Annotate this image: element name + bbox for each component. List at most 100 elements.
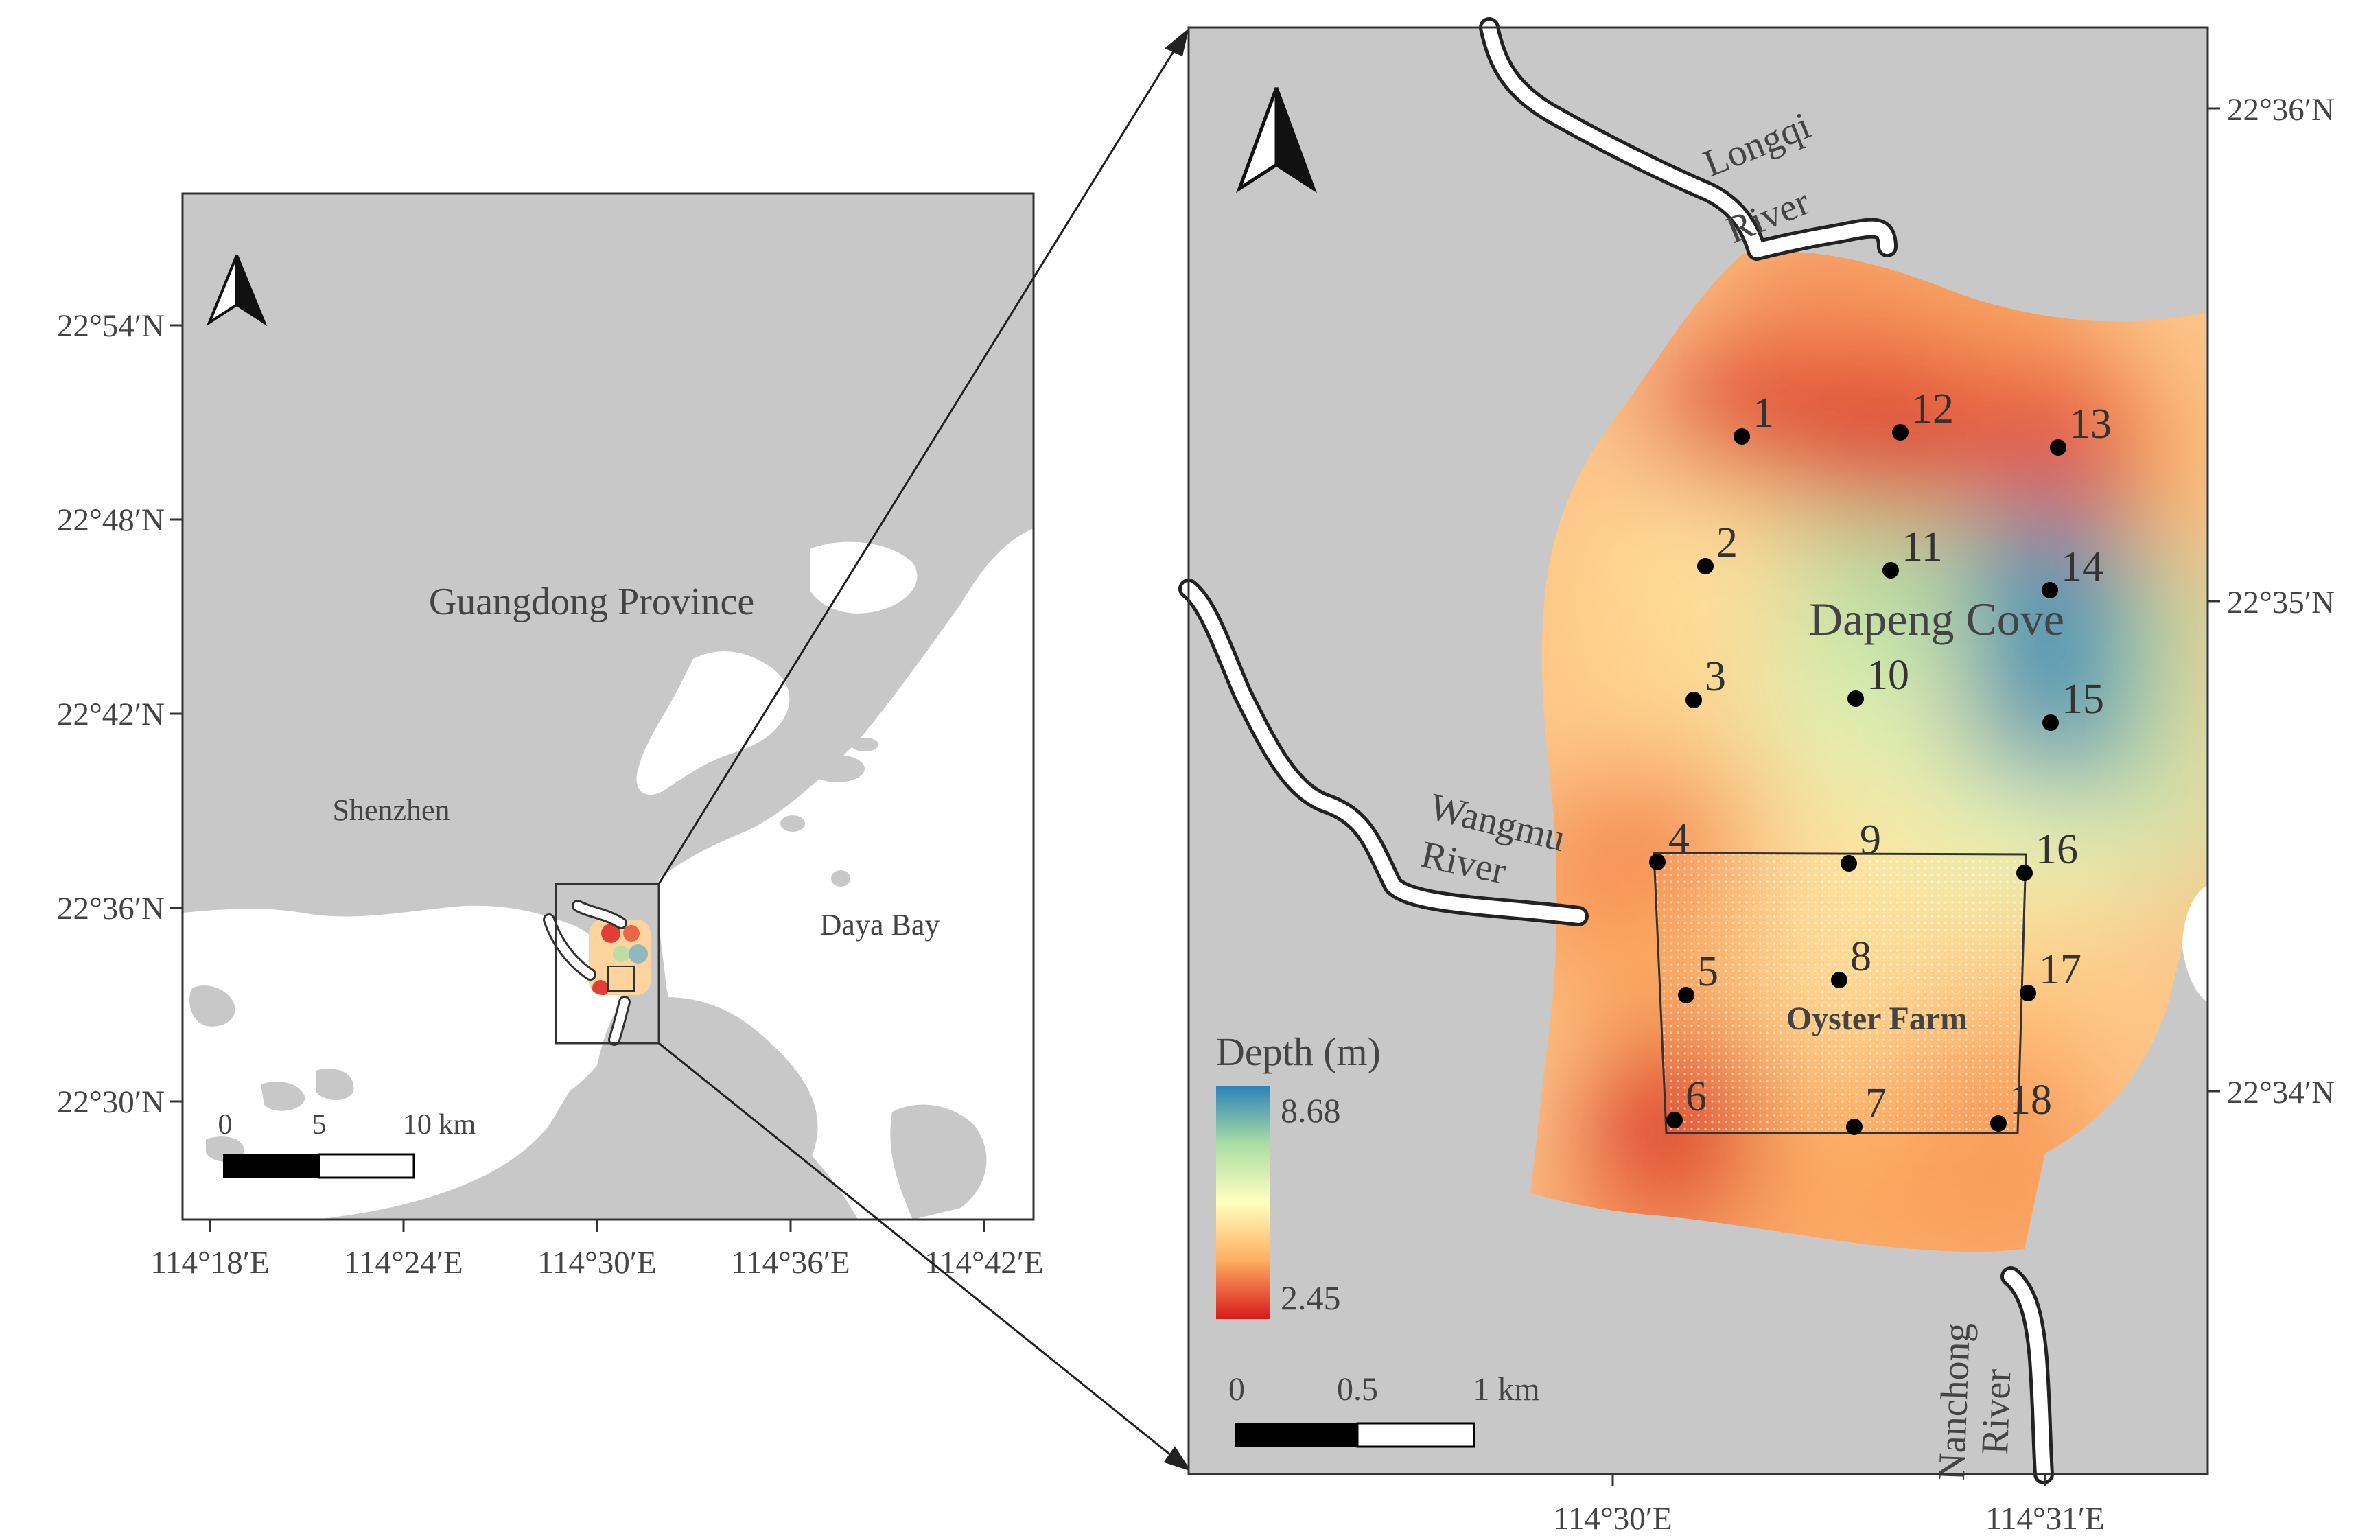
legend-colorbar (1216, 1086, 1270, 1319)
island (764, 787, 780, 798)
scale-bar-white (1356, 1422, 1475, 1448)
station-marker-17 (2020, 985, 2036, 1001)
scale-label-05: 0.5 (1337, 1371, 1378, 1408)
station-marker-6 (1666, 1112, 1683, 1128)
station-label-8: 8 (1850, 933, 1871, 980)
arrowhead-top (1165, 28, 1189, 57)
y-tick-label: 22°36′N (57, 891, 165, 926)
station-label-11: 11 (1902, 524, 1943, 570)
overview-river (574, 902, 625, 927)
y-tick-label: 22°54′N (57, 308, 165, 344)
detail-y-axis: 22°36′N 22°35′N 22°34′N (2208, 92, 2335, 1110)
scale-label-10km: 10 km (403, 1109, 476, 1141)
x-tick-label: 114°18′E (150, 1245, 270, 1281)
detail-scale-bar: 0 0.5 1 km (1228, 1371, 1540, 1448)
legend-max-label: 8.68 (1281, 1091, 1341, 1130)
detail-north-arrow-icon (1236, 87, 1317, 194)
island (780, 815, 805, 832)
station-label-12: 12 (1911, 386, 1954, 432)
station-label-4: 4 (1668, 815, 1690, 862)
dapeng-cove-label: Dapeng Cove (1809, 593, 2064, 645)
overview-x-axis: 114°18′E 114°24′E 114°30′E 114°36′E 114°… (150, 1220, 1044, 1281)
island (831, 870, 850, 887)
station-marker-11 (1882, 562, 1899, 579)
overview-inlet (636, 651, 790, 795)
connector-line-bottom (658, 1042, 1180, 1463)
station-marker-12 (1892, 424, 1909, 441)
station-label-18: 18 (2009, 1077, 2052, 1123)
station-label-10: 10 (1867, 652, 1909, 699)
station-marker-4 (1649, 854, 1666, 870)
arrowhead-bottom (1163, 1446, 1191, 1471)
daya-bay-label: Daya Bay (820, 908, 940, 942)
overview-left-islands (189, 985, 354, 1163)
station-marker-7 (1846, 1119, 1863, 1135)
station-label-1: 1 (1753, 390, 1774, 436)
x-tick-label: 114°42′E (924, 1245, 1044, 1281)
overview-inset-box (555, 883, 660, 1045)
detail-frame (1187, 26, 2209, 1475)
station-label-13: 13 (2069, 401, 2112, 447)
station-marker-9 (1841, 855, 1857, 872)
station-label-6: 6 (1685, 1073, 1707, 1120)
y-tick-label: 22°42′N (57, 697, 165, 732)
station-label-14: 14 (2061, 544, 2103, 590)
island (851, 738, 878, 751)
scale-label-1km: 1 km (1473, 1371, 1539, 1408)
rivers (1178, 17, 2054, 1484)
y-tick-label: 22°48′N (57, 502, 165, 538)
x-tick-label: 114°30′E (537, 1245, 657, 1281)
station-marker-3 (1685, 692, 1702, 708)
y-tick-label: 22°35′N (2227, 585, 2335, 620)
station-marker-13 (2050, 439, 2066, 456)
station-label-7: 7 (1865, 1080, 1887, 1127)
station-marker-2 (1697, 558, 1714, 574)
nanchong-label: Nanchong (1930, 1322, 1979, 1481)
overview-farm-box (607, 966, 635, 992)
y-tick-label: 22°30′N (57, 1084, 165, 1120)
y-tick-label: 22°34′N (2227, 1075, 2335, 1110)
y-tick-label: 22°36′N (2227, 92, 2335, 128)
overview-river (545, 915, 594, 979)
overview-depth-thumbnail (589, 920, 651, 995)
overview-peninsula (563, 997, 818, 1220)
overview-peninsula-2 (890, 1104, 987, 1220)
overview-river (610, 998, 629, 1044)
station-marker-18 (1990, 1115, 2007, 1132)
station-marker-15 (2042, 714, 2059, 731)
scale-bar-black (1235, 1423, 1357, 1447)
overview-frame (181, 192, 1035, 1221)
nanchong-river-label: River (1974, 1368, 2019, 1456)
overview-sea (183, 905, 622, 1220)
station-label-9: 9 (1860, 817, 1881, 863)
overview-north-arrow-icon (206, 255, 268, 327)
x-tick-label: 114°24′E (344, 1245, 463, 1281)
depth-legend: Depth (m) 8.68 2.45 (1216, 1029, 1381, 1319)
zoom-connectors (657, 28, 1191, 1471)
scale-label-0: 0 (218, 1109, 233, 1141)
scale-label-5: 5 (312, 1109, 327, 1141)
scale-label-0: 0 (1228, 1371, 1245, 1408)
connector-line-top (657, 42, 1180, 885)
detail-x-axis: 114°30′E 114°31′E (1553, 1474, 2105, 1537)
overview-scale-bar: 0 5 10 km (218, 1109, 476, 1179)
shenzhen-label: Shenzhen (332, 793, 450, 827)
x-tick-label: 114°31′E (1985, 1501, 2105, 1537)
scale-bar-white (318, 1153, 415, 1179)
station-label-15: 15 (2062, 676, 2104, 723)
oyster-farm (1653, 852, 2027, 1134)
x-tick-label: 114°30′E (1553, 1501, 1672, 1537)
island (810, 755, 865, 782)
station-marker-10 (1847, 690, 1864, 707)
province-label: Guangdong Province (429, 581, 754, 623)
station-label-16: 16 (2035, 826, 2078, 873)
oyster-farm-boundary (1653, 852, 2027, 1134)
nanchong-river (2004, 1270, 2051, 1481)
station-marker-1 (1734, 428, 1750, 445)
oyster-farm-label: Oyster Farm (1786, 1001, 1968, 1037)
station-marker-5 (1678, 987, 1694, 1003)
detail-east-water (2182, 885, 2208, 1002)
